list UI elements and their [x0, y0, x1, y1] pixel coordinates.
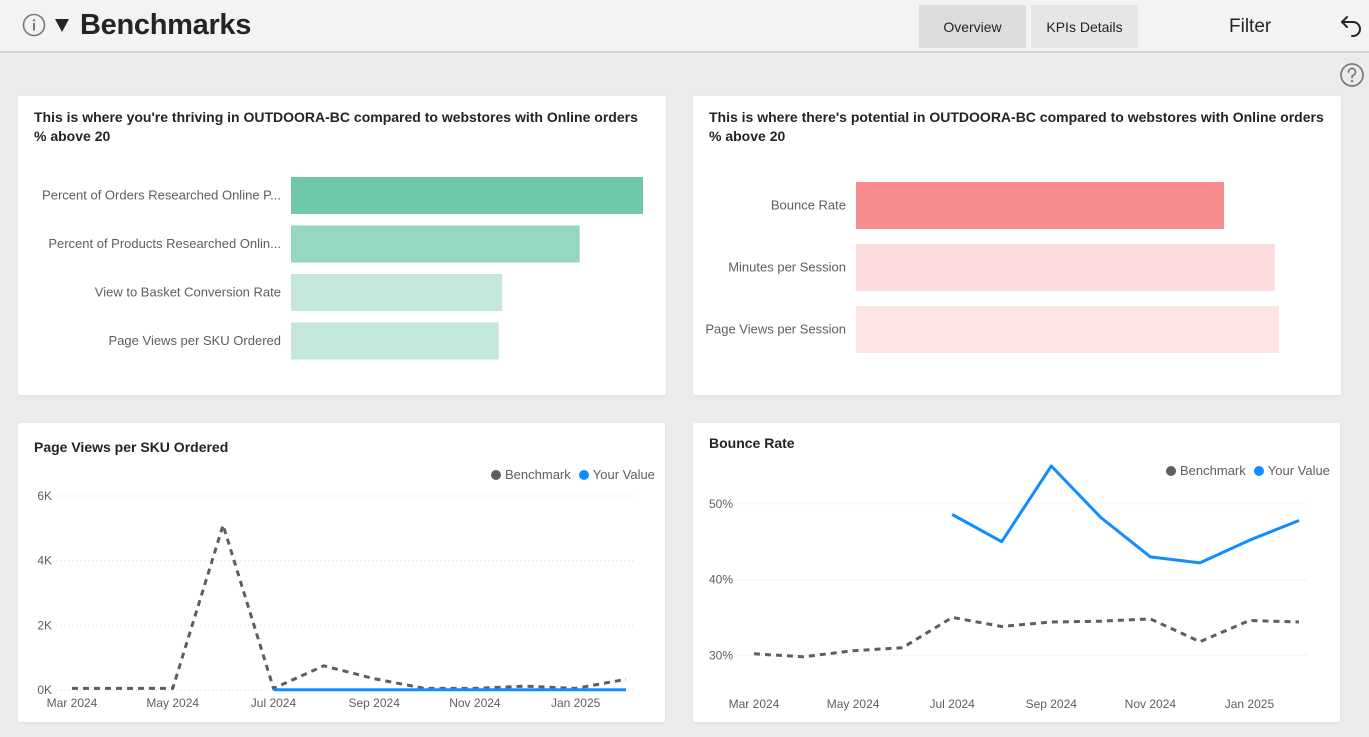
- your-value-legend-dot: [578, 469, 589, 480]
- bar-label: Bounce Rate: [771, 198, 846, 213]
- y-tick-label: 2K: [37, 618, 52, 632]
- bar[interactable]: [291, 274, 503, 311]
- potential-bar-chart: Bounce Rate Minutes per Session Page Views…: [705, 182, 1279, 353]
- top-bar: Benchmarks Overview KPIs Details Filter: [0, 0, 1369, 53]
- bar-label: View to Basket Conversion Rate: [95, 285, 281, 300]
- y-tick-label: 0K: [37, 683, 52, 697]
- bounce-rate-legend: Benchmark Your Value: [1166, 463, 1330, 478]
- thriving-title-line1: This is where you're thriving in OUTDOOR…: [34, 109, 638, 125]
- y-tick-label: 4K: [37, 554, 52, 568]
- your-value-legend-label: Your Value: [1267, 463, 1330, 478]
- x-tick-label: Sep 2024: [1026, 697, 1078, 711]
- thriving-title: This is where you're thriving in OUTDOOR…: [34, 108, 654, 146]
- y-tick-label: 30%: [709, 648, 733, 662]
- potential-card: This is where there's potential in OUTDO…: [693, 96, 1341, 395]
- benchmark-legend-dot: [491, 469, 501, 480]
- x-tick-label: May 2024: [146, 696, 199, 710]
- x-tick-label: Jan 2025: [551, 696, 601, 710]
- y-tick-label: 6K: [37, 489, 52, 503]
- x-tick-label: Mar 2024: [47, 696, 98, 710]
- bar[interactable]: [291, 225, 580, 263]
- info-icon[interactable]: [22, 13, 46, 37]
- x-tick-label: Jan 2025: [1225, 697, 1275, 711]
- bar-label: Minutes per Session: [728, 260, 846, 275]
- bar[interactable]: [856, 182, 1225, 229]
- thriving-bar-chart: Percent of Orders Researched Online P...…: [42, 177, 643, 360]
- filter-button[interactable]: Filter: [1229, 16, 1272, 37]
- potential-title: This is where there's potential in OUTDO…: [709, 108, 1329, 146]
- potential-title-line2: % above 20: [709, 128, 786, 144]
- caret-down-icon[interactable]: [54, 17, 70, 33]
- potential-title-line1: This is where there's potential in OUTDO…: [709, 109, 1324, 125]
- x-tick-label: Jul 2024: [929, 697, 975, 711]
- benchmark-legend-dot: [1166, 465, 1176, 476]
- benchmark-legend-label: Benchmark: [1180, 463, 1246, 478]
- page-title: Benchmarks: [80, 9, 252, 41]
- y-tick-label: 50%: [709, 497, 733, 511]
- your-value-legend-label: Your Value: [592, 467, 655, 482]
- help-icon[interactable]: [1339, 62, 1365, 88]
- bar[interactable]: [856, 306, 1279, 353]
- thriving-card: This is where you're thriving in OUTDOOR…: [18, 96, 666, 395]
- bounce-rate-title: Bounce Rate: [709, 435, 795, 451]
- bar-label: Percent of Products Researched Onlin...: [48, 236, 281, 251]
- page-views-legend: Benchmark Your Value: [491, 467, 655, 482]
- bar[interactable]: [856, 244, 1275, 291]
- your-value-legend-dot: [1253, 465, 1264, 476]
- bar-label: Page Views per Session: [705, 322, 846, 337]
- bar-label: Page Views per SKU Ordered: [109, 333, 281, 348]
- x-tick-label: May 2024: [827, 697, 880, 711]
- bar[interactable]: [291, 322, 499, 360]
- tab-kpis-details[interactable]: KPIs Details: [1031, 5, 1138, 48]
- page-views-title: Page Views per SKU Ordered: [34, 439, 229, 455]
- page-views-card: Page Views per SKU Ordered Benchmark You…: [18, 423, 665, 722]
- your-value-line[interactable]: [951, 464, 1300, 565]
- bounce-rate-line-chart: 50% 40% 30% Mar 2024 May 2024 Jul 2024 Sep 202…: [709, 464, 1309, 711]
- bar-label: Percent of Orders Researched Online P...: [42, 188, 281, 203]
- bar[interactable]: [291, 177, 643, 214]
- benchmark-legend-label: Benchmark: [505, 467, 571, 482]
- x-tick-label: Sep 2024: [348, 696, 400, 710]
- benchmark-line[interactable]: [753, 615, 1300, 659]
- undo-icon[interactable]: [1338, 12, 1364, 38]
- x-tick-label: Jul 2024: [251, 696, 297, 710]
- thriving-title-line2: % above 20: [34, 128, 111, 144]
- benchmark-line[interactable]: [72, 523, 627, 690]
- x-tick-label: Nov 2024: [449, 696, 501, 710]
- bounce-rate-card: Bounce Rate Benchmark Your Value 50% 40% 3…: [693, 423, 1340, 722]
- x-tick-label: Mar 2024: [729, 697, 780, 711]
- y-tick-label: 40%: [709, 573, 733, 587]
- x-tick-label: Nov 2024: [1125, 697, 1177, 711]
- tab-overview[interactable]: Overview: [919, 5, 1026, 48]
